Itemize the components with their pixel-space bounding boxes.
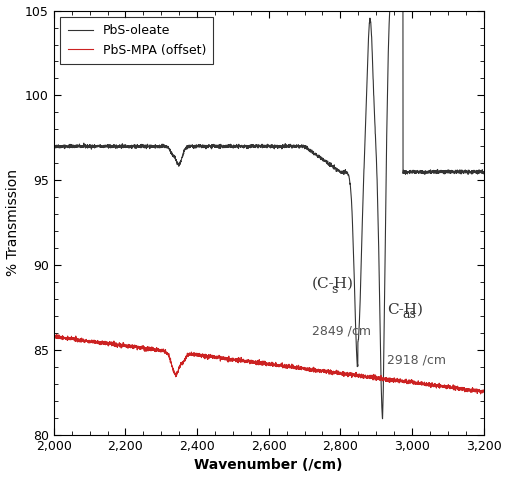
Line: PbS-oleate: PbS-oleate: [54, 0, 484, 419]
Y-axis label: % Transmission: % Transmission: [6, 169, 20, 276]
PbS-MPA (offset): [481, 389, 487, 395]
PbS-MPA (offset): [53, 332, 59, 337]
PbS-MPA (offset): [100, 338, 106, 344]
Text: C-H): C-H): [387, 302, 423, 316]
PbS-MPA (offset): [51, 333, 57, 338]
Legend: PbS-oleate, PbS-MPA (offset): PbS-oleate, PbS-MPA (offset): [60, 17, 213, 64]
Line: PbS-MPA (offset): PbS-MPA (offset): [54, 335, 484, 394]
PbS-MPA (offset): [234, 356, 240, 362]
Text: s: s: [332, 283, 338, 296]
X-axis label: Wavenumber (/cm): Wavenumber (/cm): [195, 458, 343, 472]
Text: 2849 /cm: 2849 /cm: [312, 325, 371, 337]
PbS-oleate: [481, 171, 487, 176]
Text: (C-H): (C-H): [312, 277, 354, 291]
PbS-oleate: [51, 143, 57, 149]
PbS-oleate: [100, 143, 106, 149]
PbS-oleate: [473, 170, 479, 176]
PbS-MPA (offset): [216, 355, 222, 360]
Text: 2918 /cm: 2918 /cm: [387, 354, 446, 367]
PbS-oleate: [426, 170, 432, 175]
PbS-oleate: [125, 145, 131, 151]
PbS-oleate: [234, 143, 240, 149]
PbS-MPA (offset): [426, 382, 432, 388]
Text: as: as: [402, 308, 416, 321]
PbS-MPA (offset): [125, 342, 131, 348]
PbS-oleate: [380, 416, 386, 422]
PbS-MPA (offset): [478, 391, 484, 397]
PbS-oleate: [215, 144, 222, 150]
PbS-MPA (offset): [472, 387, 478, 392]
